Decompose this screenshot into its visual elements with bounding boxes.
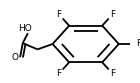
Text: F: F xyxy=(57,10,62,19)
Text: F: F xyxy=(110,10,115,19)
Text: F: F xyxy=(110,69,115,78)
Text: O: O xyxy=(12,53,19,62)
Text: F: F xyxy=(57,69,62,78)
Text: F: F xyxy=(136,40,140,48)
Text: HO: HO xyxy=(18,24,32,33)
